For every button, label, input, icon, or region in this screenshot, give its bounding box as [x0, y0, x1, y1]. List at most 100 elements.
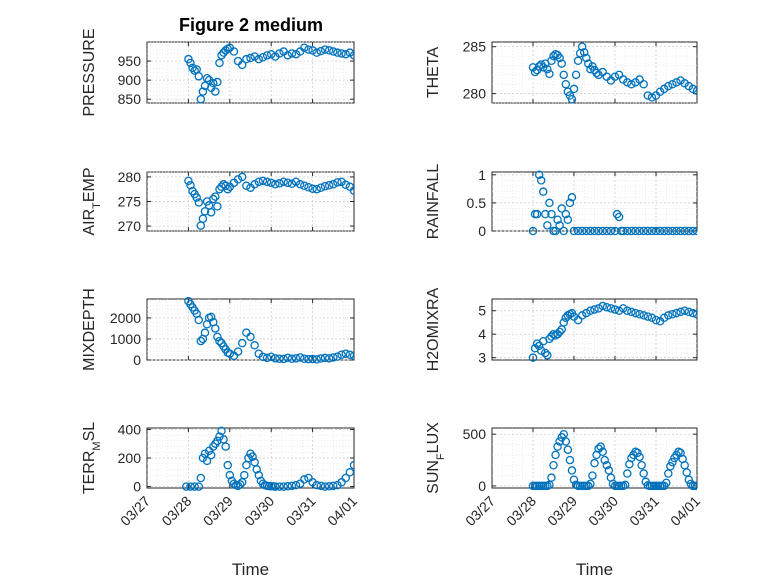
data-point: [192, 193, 201, 202]
data-point: [592, 68, 601, 78]
data-point: [242, 181, 251, 191]
subplot-theta: 280 285 THETA: [425, 39, 698, 104]
data-point: [643, 312, 653, 321]
data-point: [543, 221, 552, 230]
data-point: [563, 445, 573, 454]
data-point: [594, 226, 603, 236]
data-point: [586, 479, 595, 489]
data-point: [237, 172, 247, 182]
data-point: [565, 198, 575, 208]
data-point: [553, 215, 562, 225]
data-point: [229, 47, 239, 56]
x-tick-label: 03/27: [462, 493, 498, 529]
x-tick-label: 03/27: [117, 493, 153, 529]
x-tick-label: 03/29: [544, 493, 580, 529]
data-point: [208, 194, 218, 204]
data-point: [250, 180, 259, 189]
data-point: [300, 181, 309, 191]
data-point: [196, 336, 206, 346]
plot-area: [146, 171, 355, 232]
data-point: [254, 54, 264, 64]
y-tick-label: 270: [118, 218, 142, 234]
data-point: [614, 306, 624, 315]
y-tick-label: 2000: [110, 310, 141, 326]
data-point: [349, 460, 354, 470]
subplot-air-temp: 270 275 280 AIRTEMP: [81, 167, 355, 236]
data-point: [337, 350, 346, 359]
data-point: [555, 221, 564, 230]
data-point: [291, 480, 301, 490]
data-point: [655, 226, 665, 236]
data-series: [182, 426, 354, 491]
label-subscript: F: [435, 453, 447, 460]
data-point: [240, 470, 249, 480]
data-point: [254, 177, 264, 187]
data-point: [610, 305, 620, 314]
data-point: [202, 456, 212, 466]
data-point: [341, 49, 350, 59]
label-subscript: M: [91, 441, 103, 450]
data-point: [559, 226, 569, 236]
data-point: [639, 79, 648, 89]
data-point: [206, 208, 216, 217]
data-point: [320, 482, 330, 491]
data-point: [602, 302, 612, 312]
data-point: [668, 79, 677, 89]
data-point: [651, 226, 661, 236]
y-tick-label: 3: [478, 350, 486, 366]
data-point: [567, 94, 577, 104]
data-point: [618, 304, 628, 313]
data-series: [184, 296, 354, 364]
data-point: [582, 308, 591, 318]
data-point: [266, 352, 276, 362]
data-point: [557, 59, 566, 68]
data-point: [567, 193, 577, 202]
data-point: [200, 207, 210, 216]
data-point: [246, 53, 255, 63]
data-point: [221, 442, 230, 451]
x-tick-label: 03/28: [503, 493, 539, 529]
y-tick-label: 275: [118, 194, 142, 210]
label-subscript: T: [91, 202, 103, 209]
data-point: [291, 354, 301, 363]
data-point: [211, 87, 220, 96]
data-point: [590, 305, 599, 314]
y-tick-label: 850: [118, 91, 142, 107]
data-point: [329, 180, 338, 189]
data-point: [196, 473, 206, 483]
data-point: [237, 60, 247, 70]
y-tick-label: 0: [133, 352, 141, 368]
data-point: [627, 79, 636, 89]
data-point: [536, 176, 546, 185]
data-point: [324, 46, 334, 55]
label-rest: SL: [81, 422, 98, 442]
data-point: [186, 482, 195, 491]
data-point: [215, 184, 224, 194]
data-point: [248, 452, 257, 461]
data-point: [639, 226, 648, 236]
data-point: [688, 226, 697, 236]
data-point: [211, 324, 220, 333]
data-point: [250, 341, 259, 350]
subplot-sun-flux: 0 500 03/27 03/28 03/29 03/30 03/31 04/01 Time SU…: [425, 422, 703, 579]
data-point: [637, 460, 646, 470]
data-point: [329, 47, 338, 56]
data-point: [684, 226, 694, 236]
data-point: [287, 179, 297, 189]
data-point: [606, 304, 616, 313]
data-point: [676, 307, 685, 317]
data-series: [184, 43, 354, 104]
data-point: [312, 48, 321, 57]
data-point: [545, 69, 554, 79]
data-point: [208, 78, 218, 88]
data-point: [627, 226, 636, 236]
data-point: [543, 351, 552, 360]
data-point: [304, 354, 313, 364]
data-point: [610, 72, 620, 81]
data-point: [304, 182, 313, 192]
data-point: [194, 72, 203, 81]
data-point: [287, 481, 297, 491]
y-tick-label: 1: [478, 167, 486, 183]
data-point: [664, 81, 673, 91]
